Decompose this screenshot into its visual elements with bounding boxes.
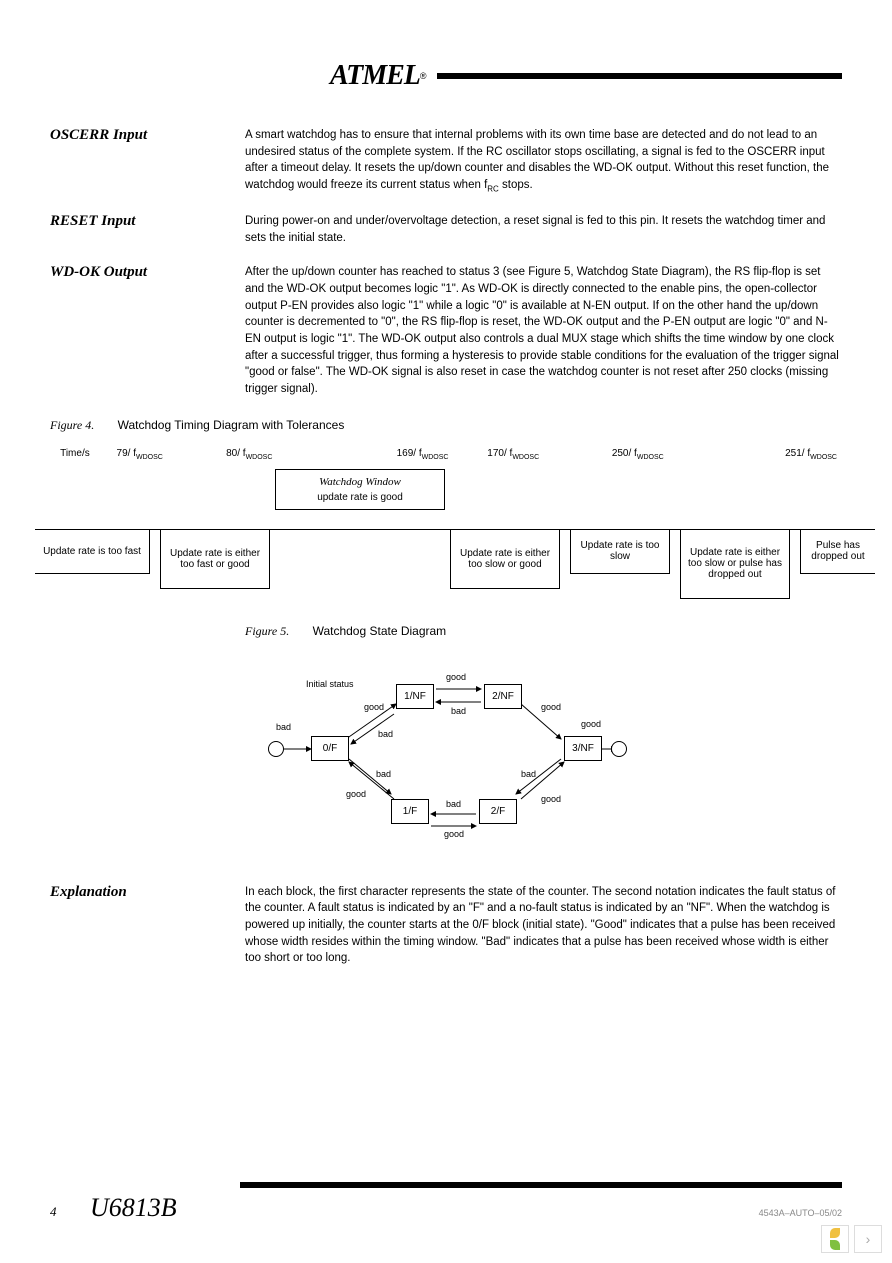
logo-reg: ®	[420, 71, 427, 81]
edge-bad-1: bad	[378, 729, 393, 739]
state-node-2nf: 2/NF	[484, 684, 522, 709]
tick-sub-0: WDOSC	[136, 454, 163, 461]
tbox-4: Update rate is either too slow or pulse …	[680, 529, 790, 599]
flower-icon[interactable]	[821, 1225, 849, 1253]
section-body-wdok: After the up/down counter has reached to…	[245, 264, 842, 397]
tick-1: 80/ f	[226, 448, 245, 459]
header-rule	[437, 73, 842, 79]
edge-good-6: good	[346, 789, 366, 799]
state-node-1f: 1/F	[391, 799, 429, 824]
page-number: 4	[50, 1204, 90, 1220]
edge-bad-5: bad	[376, 769, 391, 779]
section-body-explanation: In each block, the first character repre…	[245, 884, 842, 967]
window-sub: update rate is good	[282, 492, 438, 503]
tick-4: 250/ f	[612, 448, 637, 459]
footer: 4 U6813B 4543A–AUTO–05/02	[50, 1182, 842, 1223]
logo: ATMEL	[330, 60, 420, 92]
state-node-0f: 0/F	[311, 736, 349, 761]
section-body-reset: During power-on and under/overvoltage de…	[245, 213, 842, 246]
state-diagram: 0/F 1/NF 2/NF 3/NF 1/F 2/F Initial statu…	[266, 654, 626, 854]
section-title-reset: RESET Input	[50, 213, 245, 246]
footer-rule	[240, 1182, 842, 1188]
watchdog-window-box: Watchdog Window update rate is good	[275, 469, 445, 510]
initial-status-label: Initial status	[306, 679, 354, 689]
edge-good-2: good	[446, 672, 466, 682]
figure4-label: Figure 4.	[50, 418, 94, 432]
edge-bad-3: bad	[521, 769, 536, 779]
figure5-caption: Watchdog State Diagram	[313, 624, 447, 638]
timing-tick-row: Time/s 79/ fWDOSC 80/ fWDOSC 169/ fWDOSC…	[50, 448, 842, 461]
edge-good-3b: good	[581, 719, 601, 729]
state-start-circle	[268, 741, 284, 757]
oscerr-sub: RC	[487, 184, 499, 193]
tbox-5: Pulse has dropped out	[800, 529, 875, 574]
part-number: U6813B	[90, 1193, 177, 1223]
tick-0: 79/ f	[117, 448, 136, 459]
timing-boxes: Watchdog Window update rate is good Upda…	[50, 469, 842, 599]
section-title-wdok: WD-OK Output	[50, 264, 245, 397]
tick-sub-2: WDOSC	[422, 454, 449, 461]
tick-2: 169/ f	[397, 448, 422, 459]
window-title: Watchdog Window	[282, 476, 438, 488]
tbox-1: Update rate is either too fast or good	[160, 529, 270, 589]
state-node-2f: 2/F	[479, 799, 517, 824]
chevron-right-icon[interactable]: ›	[854, 1225, 882, 1253]
edge-good-3: good	[541, 702, 561, 712]
edge-bad-4: bad	[446, 799, 461, 809]
figure4-title: Figure 4. Watchdog Timing Diagram with T…	[50, 418, 842, 433]
edge-good-4: good	[541, 794, 561, 804]
section-title-oscerr: OSCERR Input	[50, 127, 245, 195]
tbox-2: Update rate is either too slow or good	[450, 529, 560, 589]
section-oscerr: OSCERR Input A smart watchdog has to ens…	[50, 127, 842, 195]
tick-sub-4: WDOSC	[637, 454, 664, 461]
tbox-0: Update rate is too fast	[35, 529, 150, 574]
tick-5: 251/ f	[785, 448, 810, 459]
doc-id: 4543A–AUTO–05/02	[759, 1208, 842, 1218]
figure5-label: Figure 5.	[245, 624, 289, 638]
oscerr-text: A smart watchdog has to ensure that inte…	[245, 129, 829, 191]
state-node-3nf: 3/NF	[564, 736, 602, 761]
state-end-circle	[611, 741, 627, 757]
edge-good-1: good	[364, 702, 384, 712]
corner-widget: ›	[821, 1225, 882, 1253]
edge-bad-2: bad	[451, 706, 466, 716]
section-explanation: Explanation In each block, the first cha…	[50, 884, 842, 967]
section-title-explanation: Explanation	[50, 884, 245, 967]
edge-good-5: good	[444, 829, 464, 839]
section-body-oscerr: A smart watchdog has to ensure that inte…	[245, 127, 842, 195]
time-label: Time/s	[55, 448, 95, 461]
tick-sub-5: WDOSC	[810, 454, 837, 461]
section-reset: RESET Input During power-on and under/ov…	[50, 213, 842, 246]
tick-sub-1: WDOSC	[246, 454, 273, 461]
oscerr-tail: stops.	[499, 179, 533, 191]
tick-3: 170/ f	[487, 448, 512, 459]
figure5-title: Figure 5. Watchdog State Diagram	[50, 624, 842, 639]
section-wdok: WD-OK Output After the up/down counter h…	[50, 264, 842, 397]
timing-diagram: Time/s 79/ fWDOSC 80/ fWDOSC 169/ fWDOSC…	[50, 448, 842, 599]
header-bar: ATMEL ®	[50, 60, 842, 92]
edge-bad-0: bad	[276, 722, 291, 732]
figure4-caption: Watchdog Timing Diagram with Tolerances	[118, 418, 345, 432]
state-diagram-wrap: 0/F 1/NF 2/NF 3/NF 1/F 2/F Initial statu…	[50, 654, 842, 859]
tick-sub-3: WDOSC	[512, 454, 539, 461]
state-node-1nf: 1/NF	[396, 684, 434, 709]
tbox-3: Update rate is too slow	[570, 529, 670, 574]
